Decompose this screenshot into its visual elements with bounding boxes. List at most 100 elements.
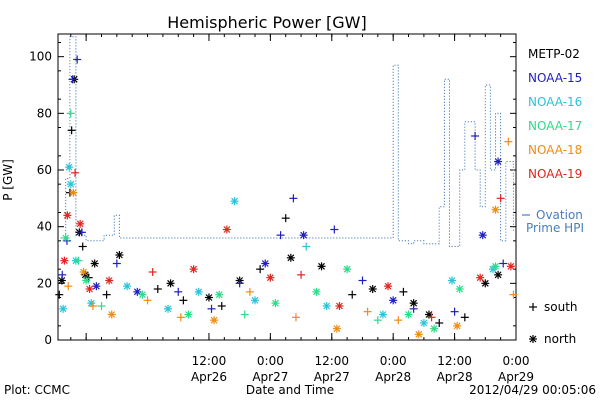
metp-02-point-north <box>115 251 124 259</box>
metp-02-point-north <box>90 259 99 268</box>
legend-entry-noaa-18: NOAA-18 <box>528 143 582 157</box>
noaa-19-point-north <box>85 285 94 293</box>
noaa-16-point-north <box>59 304 68 313</box>
noaa-19-point-north <box>189 265 198 274</box>
noaa-15-point-north <box>92 282 101 291</box>
plot-frame <box>57 33 517 341</box>
noaa-15-point-south <box>235 279 244 288</box>
metp-02-point-north <box>481 279 490 288</box>
noaa-17-point-north <box>61 234 70 242</box>
noaa-19-point-north <box>384 282 393 291</box>
noaa-15-point-south <box>450 307 459 316</box>
legend-south-label: south <box>544 300 578 314</box>
y-axis-label: P [GW] <box>1 159 15 201</box>
noaa-15-point-south <box>77 228 86 237</box>
noaa-17-point-north <box>82 276 91 285</box>
noaa-15-point-south <box>58 270 67 279</box>
noaa-18-point-south <box>394 316 403 325</box>
metp-02-point-north <box>494 270 503 279</box>
noaa-19-point-north <box>506 262 515 271</box>
metp-02-point-north <box>166 279 175 288</box>
noaa-18-point-north <box>107 310 116 319</box>
noaa-16-point-north <box>65 163 74 172</box>
metp-02-point-south <box>55 290 64 299</box>
plot-credit: Plot: CCMC <box>4 383 70 397</box>
noaa-19-point-south <box>427 313 436 322</box>
noaa-18-point-north <box>69 188 78 197</box>
noaa-16-point-north <box>322 302 331 310</box>
noaa-18-point-south <box>363 307 372 316</box>
y-tick-label: 20 <box>37 276 52 290</box>
noaa-16-point-north <box>419 319 428 327</box>
legend-ovation-label-1: Ovation <box>536 208 583 222</box>
metp-02-point-south <box>256 265 265 274</box>
chart-title: Hemispheric Power [GW] <box>167 13 366 32</box>
x-tick-label-date: Apr28 <box>375 370 411 384</box>
metp-02-point-south <box>460 313 469 322</box>
metp-02-point-north <box>317 262 326 271</box>
plot-layer: 0 20 40 60 80 100 12:00 Apr26 0:00 Apr27 12:00 Apr2… <box>29 33 537 384</box>
noaa-17-point-south <box>373 316 382 325</box>
noaa-15-point-south <box>207 304 216 313</box>
legend-north-label: north <box>544 332 576 346</box>
noaa-18-point-south <box>64 282 73 291</box>
noaa-16-point-north <box>230 197 239 206</box>
noaa-17-point-south <box>97 302 106 310</box>
noaa-19-point-south <box>148 268 157 276</box>
x-tick-label-time: 0:00 <box>503 354 530 368</box>
x-tick-label-time: 12:00 <box>314 354 349 368</box>
x-axis-label: Date and Time <box>246 383 334 397</box>
noaa-18-point-north <box>210 316 219 325</box>
noaa-19-point-north <box>105 276 114 285</box>
noaa-18-point-south <box>504 137 513 146</box>
noaa-17-point-north <box>455 285 464 293</box>
noaa-15-point-south <box>73 55 82 64</box>
metp-02-point-north <box>204 293 213 302</box>
metp-02-point-south <box>102 290 111 299</box>
noaa-17-point-north <box>404 310 413 319</box>
noaa-19-point-north <box>335 302 344 310</box>
noaa-17-point-north <box>343 265 352 274</box>
noaa-19-point-north <box>266 273 275 282</box>
noaa-18-point-north <box>79 268 88 276</box>
noaa-15-point-south <box>358 276 367 285</box>
y-tick-label: 0 <box>44 333 52 347</box>
noaa-18-point-north <box>332 324 341 333</box>
noaa-15-point-south <box>330 225 339 234</box>
y-tick-label: 40 <box>37 220 52 234</box>
y-tick-label: 100 <box>29 50 52 64</box>
noaa-16-point-north <box>194 287 203 296</box>
noaa-15-point-north <box>389 296 398 305</box>
x-tick-label-date: Apr27 <box>252 370 288 384</box>
noaa-18-point-north <box>453 321 462 330</box>
plot-timestamp: 2012/04/29 00:05:06 <box>469 383 596 397</box>
noaa-19-point-north <box>76 219 85 228</box>
metp-02-point-south <box>78 242 87 251</box>
metp-02-point-south <box>153 285 162 293</box>
noaa-19-point-north <box>222 225 231 234</box>
metp-02-point-north <box>368 285 377 293</box>
legend-entry-metp-02: METP-02 <box>528 47 580 61</box>
metp-02-point-south <box>348 290 357 299</box>
legend-entry-noaa-15: NOAA-15 <box>528 71 582 85</box>
noaa-17-point-north <box>138 290 147 299</box>
noaa-18-point-north <box>491 205 500 214</box>
noaa-19-point-south <box>297 270 306 279</box>
noaa-19-point-south <box>496 194 505 203</box>
noaa-16-point-north <box>378 310 387 319</box>
noaa-16-point-north <box>251 296 260 305</box>
noaa-17-point-south <box>74 256 83 265</box>
legend-entry-noaa-17: NOAA-17 <box>528 119 582 133</box>
legend-north-symbol <box>529 335 537 343</box>
noaa-19-point-north <box>476 273 485 282</box>
metp-02-point-south <box>435 319 444 327</box>
noaa-16-point-north <box>123 282 132 291</box>
noaa-15-point-south <box>112 259 121 268</box>
metp-02-point-north <box>57 276 66 285</box>
metp-02-point-south <box>67 126 76 135</box>
noaa-15-point-south <box>499 259 508 268</box>
noaa-15-point-south <box>409 304 418 313</box>
noaa-19-point-south <box>71 168 80 177</box>
noaa-15-point-south <box>471 132 480 140</box>
